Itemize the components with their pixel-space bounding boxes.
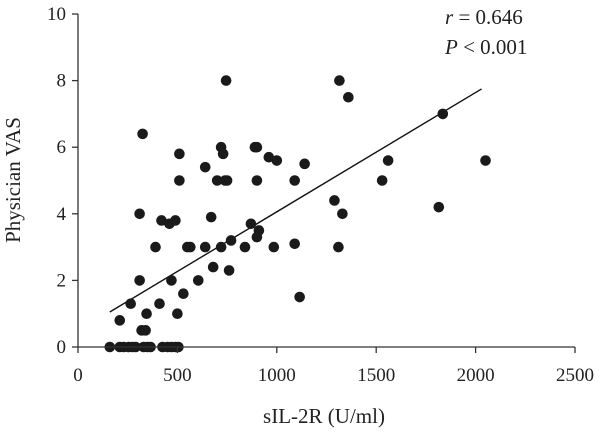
data-point [178,288,189,300]
y-tick-label: 0 [57,337,67,358]
y-axis-title: Physician VAS [1,117,25,243]
data-point [199,161,211,173]
data-point [174,175,185,186]
data-point [433,201,445,213]
data-point [215,241,227,253]
data-point [376,175,388,186]
data-point [334,75,345,86]
data-point [223,265,235,276]
data-point [251,141,263,153]
data-point [215,141,227,153]
data-point [150,241,161,253]
y-tick-label: 10 [47,4,66,25]
data-point [134,208,145,220]
data-point [170,215,181,226]
data-point [211,175,223,186]
data-point [174,148,185,160]
data-point [329,195,340,206]
r-symbol: r [445,5,454,29]
x-tick-label: 1000 [258,365,296,386]
data-point [271,155,283,166]
data-point [333,241,344,253]
data-point [220,75,232,86]
p-value: < 0.001 [458,35,528,59]
data-point [480,155,491,166]
data-point [141,308,152,320]
data-point [172,308,183,320]
data-point [299,158,310,170]
data-point [185,241,196,253]
x-tick-label: 1500 [357,365,395,386]
data-point [192,275,204,286]
data-point [156,215,167,226]
y-tick-label: 2 [57,270,67,291]
data-point [207,261,219,273]
data-point [268,241,280,253]
data-point [154,298,165,310]
plot-area [104,75,491,353]
x-axis-title: sIL-2R (U/ml) [263,404,385,428]
y-tick-label: 4 [57,204,67,225]
data-point [294,291,305,303]
correlation-annotation: r = 0.646 [445,5,523,29]
data-point [125,298,136,310]
y-tick-label: 6 [57,137,67,158]
data-point [239,241,251,253]
data-point [166,275,177,286]
p-symbol: P [444,35,458,59]
data-point [382,155,394,166]
data-point [114,315,126,326]
data-point [225,235,237,246]
data-point [263,151,275,163]
data-point [140,325,151,336]
data-point [205,211,217,223]
data-point [437,108,449,120]
data-point [289,238,300,250]
x-tick-label: 2500 [556,365,594,386]
data-point [343,91,354,103]
y-tick-label: 8 [57,71,67,92]
x-axis-ticks: 0 500 1000 1500 2000 2500 [73,347,594,386]
x-tick-label: 500 [163,365,192,386]
data-point [134,275,145,286]
data-point [221,175,233,186]
x-tick-label: 0 [73,365,83,386]
regression-line [109,88,482,313]
data-point [289,175,300,186]
x-tick-label: 2000 [457,365,495,386]
p-value-annotation: P < 0.001 [444,35,527,59]
data-point [199,241,211,253]
data-point [245,218,257,230]
data-point [253,225,265,236]
data-point [337,208,348,220]
data-point [251,175,263,186]
data-point [137,128,148,140]
r-value: = 0.646 [453,5,523,29]
y-axis-ticks: 0 2 4 6 8 10 [47,4,78,358]
